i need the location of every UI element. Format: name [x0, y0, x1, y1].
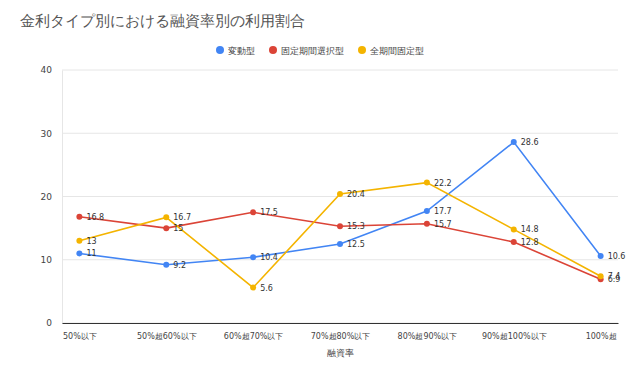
y-tick: 40 — [41, 65, 62, 75]
y-tick: 0 — [46, 318, 62, 328]
series-point — [76, 250, 82, 256]
series-point — [598, 273, 604, 279]
data-label: 5.6 — [260, 284, 273, 293]
data-label: 7.4 — [608, 272, 621, 281]
series-point — [337, 223, 343, 229]
series-point — [598, 253, 604, 259]
x-tick: 100%超 — [586, 323, 617, 341]
legend-item: 変動型 — [216, 46, 255, 56]
x-tick: 50%以下 — [63, 323, 97, 341]
x-tick-label: 70%超80%以下 — [311, 332, 371, 341]
x-tick: 90%超100%以下 — [482, 323, 547, 341]
y-tick: 30 — [41, 129, 62, 139]
data-label: 16.7 — [173, 213, 191, 222]
legend: 変動型 固定期間選択型 全期間固定型 — [216, 46, 424, 56]
x-axis: 50%以下 50%超60%以下 60%超70%以下 70%超80%以下 80%超90%以… — [63, 323, 619, 341]
grid — [62, 70, 618, 323]
legend-swatch — [216, 46, 224, 54]
series-point — [337, 191, 343, 197]
y-tick-label: 10 — [41, 255, 53, 265]
series-line — [79, 183, 600, 288]
data-label: 14.8 — [521, 225, 539, 234]
data-label: 16.8 — [86, 213, 104, 222]
grid-line — [62, 133, 618, 134]
x-tick-label: 100%超 — [586, 332, 617, 341]
x-tick: 70%超80%以下 — [311, 323, 371, 341]
x-tick-label: 50%超60%以下 — [137, 332, 197, 341]
grid-line — [62, 70, 618, 71]
x-tick: 50%超60%以下 — [137, 323, 197, 341]
legend-item: 全期間固定型 — [358, 46, 424, 56]
series-point — [424, 221, 430, 227]
series-line — [79, 212, 600, 279]
series-point — [511, 139, 517, 145]
grid-line — [62, 259, 618, 260]
x-axis-line — [63, 323, 619, 324]
series-point — [250, 254, 256, 260]
series-point — [511, 239, 517, 245]
data-label: 22.2 — [434, 179, 452, 188]
y-tick: 20 — [41, 192, 62, 202]
series-point — [163, 262, 169, 268]
x-tick-label: 60%超70%以下 — [224, 332, 284, 341]
data-label: 28.6 — [521, 138, 539, 147]
x-tick-label: 80%超90%以下 — [398, 332, 458, 341]
data-label: 10.4 — [260, 253, 278, 262]
x-tick: 80%超90%以下 — [398, 323, 458, 341]
series-point — [424, 208, 430, 214]
y-tick-label: 20 — [41, 192, 53, 202]
legend-label: 固定期間選択型 — [281, 46, 344, 56]
title: 金利タイプ別における融資率別の利用割合 — [20, 12, 305, 30]
x-tick: 60%超70%以下 — [224, 323, 284, 341]
series-point — [76, 214, 82, 220]
data-label: 15 — [173, 224, 183, 233]
x-axis-title: 融資率 — [327, 348, 354, 358]
series-point — [424, 180, 430, 186]
data-label: 10.6 — [608, 252, 626, 261]
y-tick: 10 — [41, 255, 62, 265]
y-tick-label: 40 — [41, 65, 53, 75]
series-point — [337, 241, 343, 247]
series-point — [163, 225, 169, 231]
data-label: 13 — [86, 237, 96, 246]
series-line — [79, 142, 600, 265]
y-axis-line — [62, 71, 63, 324]
data-label: 11 — [86, 249, 96, 258]
data-label: 17.7 — [434, 207, 452, 216]
legend-swatch — [269, 46, 277, 54]
y-axis: 0 10 20 30 40 — [41, 65, 63, 328]
data-label: 17.5 — [260, 208, 278, 217]
grid-line — [62, 323, 618, 324]
series-point — [250, 209, 256, 215]
data-label: 20.4 — [347, 190, 365, 199]
series-point — [250, 285, 256, 291]
x-tick-label: 50%以下 — [63, 332, 97, 341]
series-point — [511, 226, 517, 232]
data-label: 12.5 — [347, 240, 365, 249]
y-tick-label: 0 — [46, 318, 52, 328]
data-label: 9.2 — [173, 261, 186, 270]
plot: 0 10 20 30 40 50%以下 50%超60%以下 60%超70%以下 70%超80%以… — [41, 65, 626, 340]
legend-label: 全期間固定型 — [370, 46, 424, 56]
y-tick-label: 30 — [41, 129, 53, 139]
legend-item: 固定期間選択型 — [269, 46, 344, 56]
series-point — [163, 214, 169, 220]
series-point — [76, 238, 82, 244]
data-label: 15.7 — [434, 220, 452, 229]
data-labels: 11 9.2 10.4 12.5 17.7 28.6 10.6 16.8 15 17.5 15.3 1… — [86, 138, 625, 292]
x-tick-label: 90%超100%以下 — [482, 332, 547, 341]
chart: 金利タイプ別における融資率別の利用割合 0 10 20 30 40 50%以下 50%超60%… — [0, 0, 640, 372]
legend-swatch — [358, 46, 366, 54]
legend-label: 変動型 — [228, 46, 255, 56]
series-group — [76, 139, 603, 290]
data-label: 12.8 — [521, 238, 539, 247]
data-label: 15.3 — [347, 222, 365, 231]
